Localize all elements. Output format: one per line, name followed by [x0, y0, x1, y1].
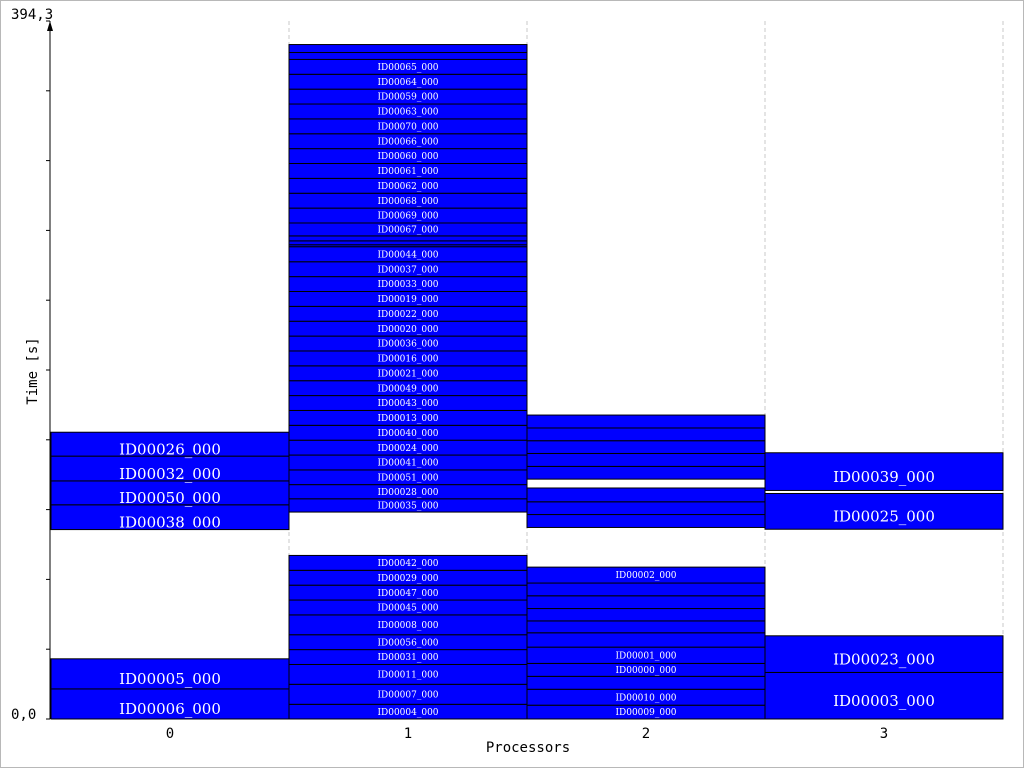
task-bar: [764, 635, 1004, 673]
task-label: ID00001_000: [615, 651, 676, 661]
x-tick-label-2: 2: [642, 726, 650, 742]
task-label: ID00022_000: [377, 310, 438, 320]
task-bar: [526, 566, 766, 584]
task-label: ID00064_000: [377, 78, 438, 88]
task-bar: [526, 501, 766, 516]
task-label: ID00036_000: [377, 340, 438, 350]
task-bar: [526, 487, 766, 503]
task-bar: [288, 240, 528, 246]
task-label: ID00008_000: [377, 621, 438, 631]
task-label: ID00041_000: [377, 459, 438, 469]
task-label: ID00019_000: [377, 295, 438, 305]
y-axis-arrow-icon: [47, 21, 53, 31]
task-bar: [526, 675, 766, 690]
task-label: ID00028_000: [377, 488, 438, 498]
x-tick-label-3: 3: [880, 726, 888, 742]
task-bar: [764, 671, 1004, 720]
task-label: ID00067_000: [377, 226, 438, 236]
task-label: ID00032_000: [119, 465, 221, 483]
task-bar: [526, 414, 766, 429]
task-bar: [764, 492, 1004, 530]
task-label: ID00013_000: [377, 414, 438, 424]
task-label: ID00003_000: [833, 692, 935, 710]
task-label: ID00024_000: [377, 444, 438, 454]
y-ticks: [46, 20, 50, 720]
task-label: ID00044_000: [377, 250, 438, 260]
task-label: ID00037_000: [377, 265, 438, 275]
task-label: ID00040_000: [377, 429, 438, 439]
task-label: ID00065_000: [377, 63, 438, 73]
task-bar: [288, 554, 528, 571]
task-bars: ID00006_000 ID00005_000 ID00038_000 ID00050…: [50, 44, 1004, 720]
task-label: ID00023_000: [833, 650, 935, 668]
task-bar: [288, 44, 528, 54]
task-label: ID00050_000: [119, 489, 221, 507]
y-axis-label: Time [s]: [25, 337, 41, 404]
task-label: ID00069_000: [377, 212, 438, 222]
task-bar: [526, 595, 766, 610]
task-label: ID00000_000: [615, 666, 676, 676]
task-label: ID00068_000: [377, 197, 438, 207]
task-label: ID00070_000: [377, 122, 438, 132]
task-bar: [288, 52, 528, 60]
task-bar: [526, 465, 766, 480]
task-label: ID00061_000: [377, 167, 438, 177]
task-label: ID00043_000: [377, 399, 438, 409]
task-label: ID00020_000: [377, 325, 438, 335]
task-label: ID00004_000: [377, 708, 438, 718]
task-bar: [526, 440, 766, 454]
task-bar: [526, 608, 766, 622]
task-label: ID00016_000: [377, 355, 438, 365]
task-label: ID00005_000: [119, 670, 221, 688]
task-bar: [288, 235, 528, 242]
task-label: ID00035_000: [377, 502, 438, 512]
task-label: ID00011_000: [377, 671, 438, 681]
task-label: ID00056_000: [377, 638, 438, 648]
task-bar: [526, 427, 766, 442]
task-label: ID00002_000: [615, 571, 676, 581]
task-label: ID00026_000: [119, 440, 221, 458]
x-axis-label: Processors: [486, 740, 570, 756]
y-max-label: 394,3: [11, 7, 53, 23]
task-label: ID00006_000: [119, 700, 221, 718]
task-bar: [526, 582, 766, 597]
task-bar: [50, 455, 290, 482]
task-label: ID00009_000: [615, 708, 676, 718]
task-bar: [526, 632, 766, 648]
task-label: ID00031_000: [377, 653, 438, 663]
task-label: ID00038_000: [119, 513, 221, 531]
task-bar: [50, 658, 290, 690]
task-bar: [526, 620, 766, 634]
axes: 394,3 0,0 Time [s] Processors 0 1 2 3: [11, 7, 888, 756]
task-label: ID00039_000: [833, 468, 935, 486]
task-label: ID00049_000: [377, 384, 438, 394]
task-label: ID00021_000: [377, 369, 438, 379]
task-label: ID00062_000: [377, 182, 438, 192]
task-label: ID00029_000: [377, 574, 438, 584]
task-label: ID00033_000: [377, 280, 438, 290]
task-bar: [526, 514, 766, 528]
task-label: ID00010_000: [615, 693, 676, 703]
task-bar: [764, 452, 1004, 491]
task-label: ID00063_000: [377, 108, 438, 118]
x-tick-label-0: 0: [166, 726, 174, 742]
y-min-label: 0,0: [11, 707, 36, 723]
task-label: ID00007_000: [377, 690, 438, 700]
x-tick-label-1: 1: [404, 726, 412, 742]
task-label: ID00051_000: [377, 473, 438, 483]
task-label: ID00060_000: [377, 152, 438, 162]
task-label: ID00066_000: [377, 137, 438, 147]
task-label: ID00047_000: [377, 589, 438, 599]
task-label: ID00042_000: [377, 559, 438, 569]
task-label: ID00025_000: [833, 508, 935, 526]
task-label: ID00045_000: [377, 604, 438, 614]
task-bar: [526, 452, 766, 467]
task-label: ID00059_000: [377, 93, 438, 103]
x-tick-labels: 0 1 2 3: [166, 726, 888, 742]
